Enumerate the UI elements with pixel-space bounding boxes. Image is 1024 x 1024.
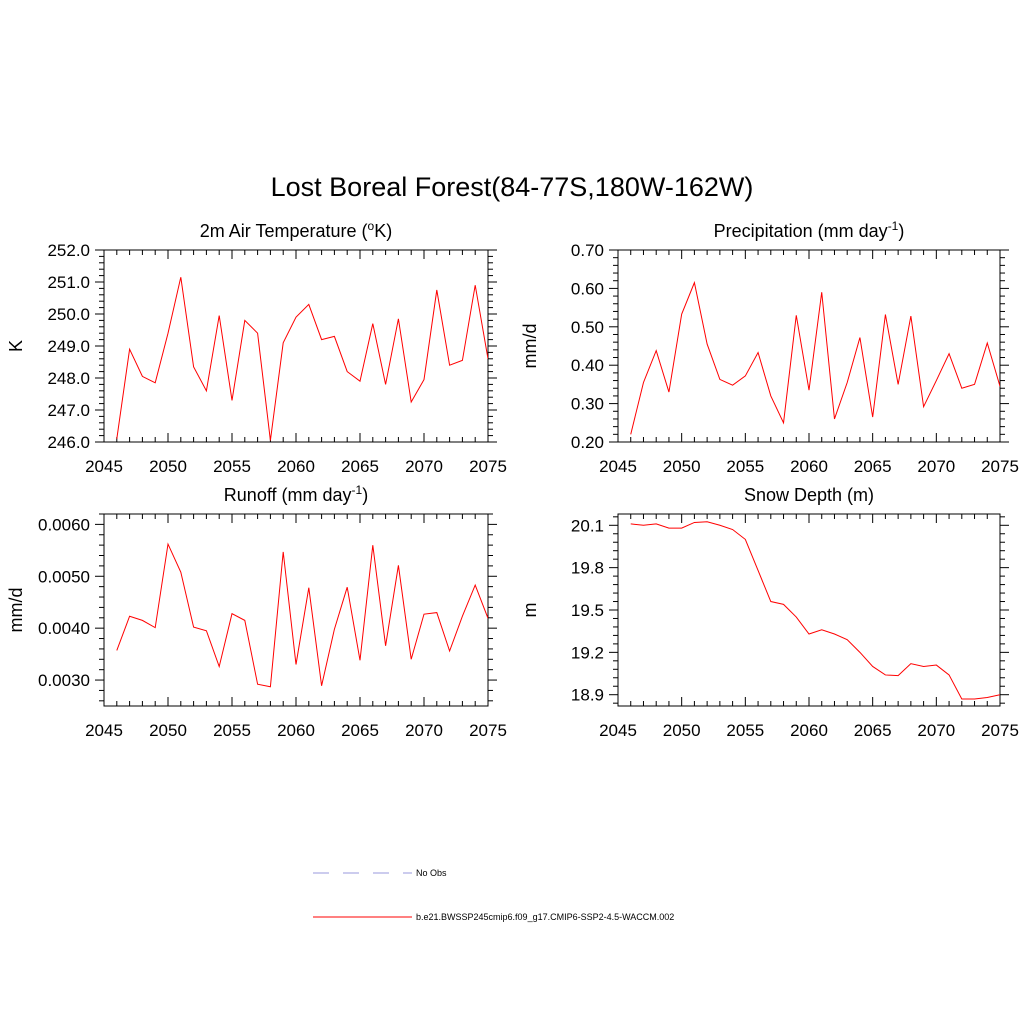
plot-frame [617, 513, 1001, 707]
series-line [116, 277, 488, 441]
x-tick-label: 2055 [213, 721, 251, 740]
legend: No Obs b.e21.BWSSP245cmip6.f09_g17.CMIP6-… [313, 868, 674, 922]
y-axis-label: K [6, 340, 26, 352]
figure-title: Lost Boreal Forest(84-77S,180W-162W) [271, 172, 754, 202]
x-tick-label: 2065 [341, 457, 379, 476]
y-tick-label: 0.20 [571, 433, 604, 452]
y-tick-label: 248.0 [47, 369, 90, 388]
y-tick-label: 19.5 [571, 601, 604, 620]
legend-entry: b.e21.BWSSP245cmip6.f09_g17.CMIP6-SSP2-4… [313, 912, 674, 922]
y-tick-label: 246.0 [47, 433, 90, 452]
series-line [116, 542, 488, 688]
x-tick-label: 2065 [854, 457, 892, 476]
x-tick-label: 2055 [213, 457, 251, 476]
plot-frame [103, 249, 489, 443]
panels-group: 2m Air Temperature (oK) K 2045 2050 2055 2060… [6, 219, 1019, 740]
panel-air-temperature: 2m Air Temperature (oK) K 2045 2050 2055 2060… [6, 219, 507, 476]
panel-precipitation: Precipitation (mm day-1) mm/d 2045 2050 2055… [520, 219, 1019, 476]
y-tick-label: 250.0 [47, 305, 90, 324]
y-tick-label: 251.0 [47, 273, 90, 292]
x-tick-label: 2045 [599, 721, 637, 740]
y-axis-label: m [520, 603, 540, 618]
y-tick-label: 0.30 [571, 395, 604, 414]
legend-label: No Obs [416, 868, 447, 878]
y-axis-label: mm/d [520, 324, 540, 369]
x-tick-label: 2060 [277, 457, 315, 476]
x-tick-label: 2050 [149, 721, 187, 740]
y-tick-label: 19.8 [571, 559, 604, 578]
y-tick-label: 0.0050 [38, 567, 90, 586]
panel-title: Snow Depth (m) [744, 485, 874, 505]
y-tick-label: 0.70 [571, 241, 604, 260]
x-tick-label: 2075 [981, 457, 1019, 476]
panel-title: Precipitation (mm day-1) [714, 219, 905, 241]
x-tick-label: 2050 [663, 457, 701, 476]
x-tick-label: 2055 [726, 721, 764, 740]
y-tick-label: 0.0030 [38, 671, 90, 690]
y-tick-label: 0.0040 [38, 619, 90, 638]
legend-label: b.e21.BWSSP245cmip6.f09_g17.CMIP6-SSP2-4… [416, 912, 674, 922]
x-tick-label: 2075 [981, 721, 1019, 740]
x-tick-label: 2045 [85, 721, 123, 740]
legend-entry: No Obs [313, 868, 447, 878]
x-tick-label: 2065 [854, 721, 892, 740]
y-tick-label: 0.40 [571, 356, 604, 375]
panel-title: Runoff (mm day-1) [224, 483, 368, 505]
x-tick-label: 2060 [790, 721, 828, 740]
y-axis-label: mm/d [6, 588, 26, 633]
x-tick-label: 2045 [85, 457, 123, 476]
plot-frame [103, 513, 489, 707]
x-tick-label: 2060 [790, 457, 828, 476]
y-tick-label: 252.0 [47, 241, 90, 260]
x-tick-label: 2050 [663, 721, 701, 740]
x-tick-label: 2045 [599, 457, 637, 476]
x-tick-label: 2065 [341, 721, 379, 740]
x-tick-label: 2070 [917, 457, 955, 476]
y-tick-label: 18.9 [571, 686, 604, 705]
x-tick-label: 2075 [469, 721, 507, 740]
y-tick-label: 247.0 [47, 401, 90, 420]
x-tick-label: 2055 [726, 457, 764, 476]
panel-snow-depth: Snow Depth (m) m 2045 2050 2055 2060 2065 2070 2… [520, 485, 1019, 740]
series-line [630, 280, 1000, 435]
x-tick-label: 2070 [405, 457, 443, 476]
y-tick-label: 0.50 [571, 318, 604, 337]
series-line [630, 521, 1000, 700]
x-tick-label: 2070 [405, 721, 443, 740]
y-tick-label: 20.1 [571, 516, 604, 535]
y-tick-label: 0.0060 [38, 515, 90, 534]
x-tick-label: 2060 [277, 721, 315, 740]
x-tick-label: 2070 [917, 721, 955, 740]
panel-runoff: Runoff (mm day-1) mm/d 2045 2050 2055 2060 206… [6, 483, 507, 740]
y-tick-label: 19.2 [571, 643, 604, 662]
y-tick-label: 0.60 [571, 279, 604, 298]
x-tick-label: 2075 [469, 457, 507, 476]
y-tick-label: 249.0 [47, 337, 90, 356]
x-tick-label: 2050 [149, 457, 187, 476]
panel-title: 2m Air Temperature (oK) [200, 219, 392, 241]
plot-frame [617, 249, 1001, 443]
